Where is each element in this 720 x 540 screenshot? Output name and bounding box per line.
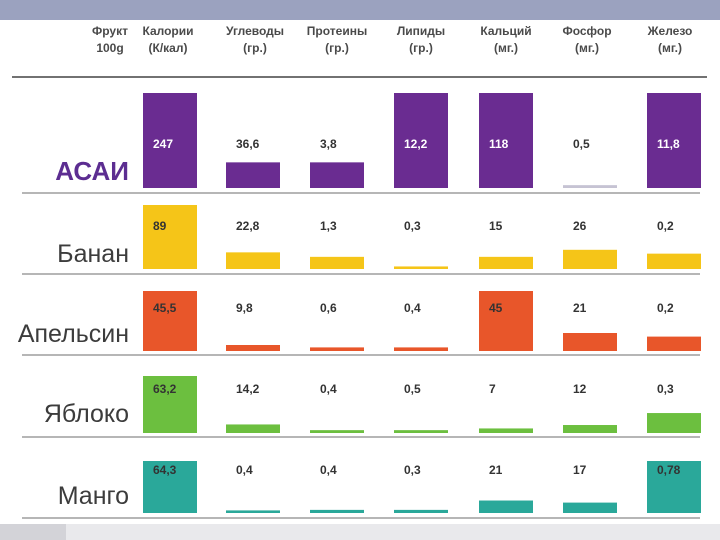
bar-4-5 [563, 503, 617, 513]
bar-1-3 [394, 266, 448, 269]
bar-1-1 [226, 252, 280, 269]
bar-4-1 [226, 510, 280, 513]
column-header-phosphorus: Фосфор [562, 24, 611, 38]
bar-1-4 [479, 257, 533, 269]
fruit-name-1: Банан [57, 240, 129, 268]
data-label-4-3: 0,3 [404, 463, 421, 477]
data-label-2-1: 9,8 [236, 301, 253, 315]
column-unit-protein: (гр.) [325, 41, 349, 55]
data-label-2-0: 45,5 [153, 301, 177, 315]
column-header-calcium: Кальций [480, 24, 531, 38]
column-unit-iron: (мг.) [658, 41, 682, 55]
data-label-1-6: 0,2 [657, 219, 674, 233]
bar-0-1 [226, 162, 280, 188]
bar-3-2 [310, 430, 364, 433]
bar-3-6 [647, 413, 701, 433]
data-label-1-5: 26 [573, 219, 587, 233]
bar-4-2 [310, 510, 364, 513]
data-label-2-6: 0,2 [657, 301, 674, 315]
data-label-3-6: 0,3 [657, 382, 674, 396]
bar-2-2 [310, 347, 364, 351]
nutrition-comparison-chart: Фрукт 100g Калории (К/кал) Углеводы (гр.) Прот… [0, 0, 720, 540]
fruit-name-3: Яблоко [44, 400, 129, 428]
bar-1-5 [563, 250, 617, 269]
data-label-0-5: 0,5 [573, 137, 590, 151]
bar-3-5 [563, 425, 617, 433]
data-label-0-4: 118 [489, 137, 509, 151]
bar-1-0 [143, 205, 197, 269]
data-label-3-3: 0,5 [404, 382, 421, 396]
bar-0-2 [310, 162, 364, 188]
column-unit-lipids: (гр.) [409, 41, 433, 55]
bar-3-4 [479, 428, 533, 433]
data-label-0-1: 36,6 [236, 137, 260, 151]
data-label-4-4: 21 [489, 463, 503, 477]
data-label-1-1: 22,8 [236, 219, 260, 233]
column-unit-calories: (К/кал) [149, 41, 188, 55]
data-label-2-4: 45 [489, 301, 503, 315]
bar-2-4 [479, 291, 533, 351]
data-label-2-3: 0,4 [404, 301, 421, 315]
data-label-4-5: 17 [573, 463, 587, 477]
bar-2-3 [394, 347, 448, 351]
data-label-3-0: 63,2 [153, 382, 177, 396]
data-label-0-2: 3,8 [320, 137, 337, 151]
data-label-4-1: 0,4 [236, 463, 253, 477]
bar-4-3 [394, 510, 448, 513]
fruit-name-2: Апельсин [18, 320, 129, 348]
fruit-name-0: АСАИ [55, 156, 129, 186]
bar-2-5 [563, 333, 617, 351]
data-label-0-0: 247 [153, 137, 173, 151]
column-header-iron: Железо [647, 24, 693, 38]
column-unit-phosphorus: (мг.) [575, 41, 599, 55]
data-label-4-6: 0,78 [657, 463, 681, 477]
bar-2-6 [647, 337, 701, 351]
data-label-1-2: 1,3 [320, 219, 337, 233]
data-label-1-4: 15 [489, 219, 503, 233]
bar-3-1 [226, 424, 280, 433]
fruit-name-4: Манго [58, 482, 129, 510]
column-header-carbs: Углеводы [226, 24, 284, 38]
data-label-1-0: 89 [153, 219, 167, 233]
column-unit-calcium: (мг.) [494, 41, 518, 55]
data-label-3-4: 7 [489, 382, 496, 396]
column-unit-fruit: 100g [96, 41, 123, 55]
data-label-2-5: 21 [573, 301, 587, 315]
data-label-0-6: 11,8 [657, 137, 680, 151]
data-label-0-3: 12,2 [404, 137, 428, 151]
data-label-3-5: 12 [573, 382, 587, 396]
bar-3-3 [394, 430, 448, 433]
column-header-lipids: Липиды [397, 24, 445, 38]
data-label-2-2: 0,6 [320, 301, 337, 315]
data-label-4-0: 64,3 [153, 463, 177, 477]
data-label-1-3: 0,3 [404, 219, 421, 233]
column-header-protein: Протеины [307, 24, 367, 38]
bar-1-6 [647, 254, 701, 269]
bar-4-4 [479, 501, 533, 513]
bar-2-0 [143, 291, 197, 351]
column-header-fruit: Фрукт [92, 24, 128, 38]
bar-2-1 [226, 345, 280, 351]
data-label-3-2: 0,4 [320, 382, 337, 396]
column-unit-carbs: (гр.) [243, 41, 267, 55]
data-label-4-2: 0,4 [320, 463, 337, 477]
data-label-3-1: 14,2 [236, 382, 260, 396]
column-header-calories: Калории [142, 24, 193, 38]
bar-0-5 [563, 185, 617, 188]
bar-1-2 [310, 257, 364, 269]
